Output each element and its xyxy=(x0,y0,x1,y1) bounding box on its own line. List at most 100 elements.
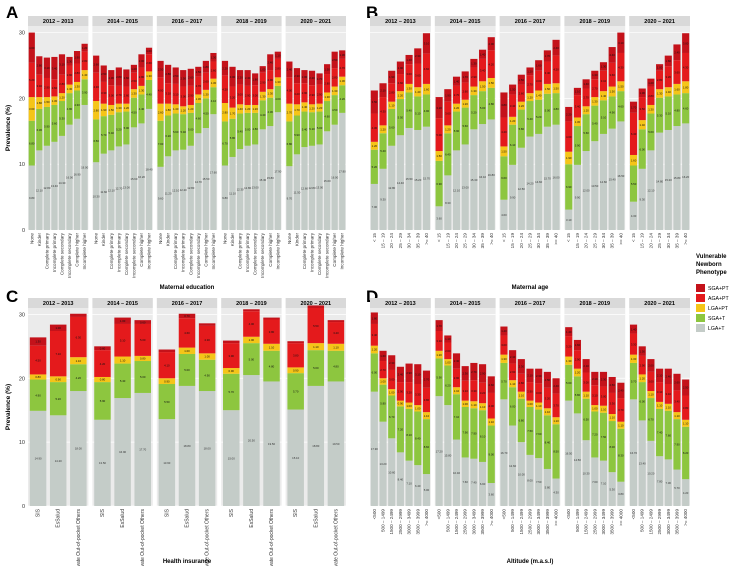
bar-segment-lga-t xyxy=(29,410,47,506)
bar-segment-aga-pt xyxy=(51,79,58,97)
bar-segment-sga-pt xyxy=(327,320,345,323)
data-label: 1.20 xyxy=(309,106,315,110)
bar-segment-sga-t xyxy=(444,365,452,406)
data-label: 1.30 xyxy=(131,92,137,96)
data-label: 2.50 xyxy=(131,79,137,83)
bar-segment-lga-t xyxy=(487,483,495,506)
bar-segment-sga-pt xyxy=(638,88,646,98)
facet-strip xyxy=(370,16,431,26)
data-label: 2.90 xyxy=(245,94,251,98)
data-label: 1.50 xyxy=(609,90,615,94)
data-label: 4.20 xyxy=(683,491,689,495)
bar-segment-lga-t xyxy=(70,391,87,506)
data-label: 6.20 xyxy=(165,134,171,138)
bar-segment-lga-pt xyxy=(565,356,573,365)
bar-segment-sga-t xyxy=(422,419,431,475)
facet: 2018 – 2019 3.10 6.90 1.90 4.60 2.20 < 15 9.90 5… xyxy=(564,16,626,248)
bar-segment-sga-t xyxy=(405,92,413,128)
data-label: 15.80 xyxy=(267,176,274,180)
x-tick-label: >= 4000 xyxy=(424,509,429,526)
bar-segment-lga-t xyxy=(582,440,590,506)
bar-segment-sga-pt xyxy=(81,43,88,52)
data-label: 5.00 xyxy=(317,126,323,130)
bar-segment-sga-pt xyxy=(452,353,461,369)
bar-segment-lga-t xyxy=(316,144,323,230)
data-label: 2.80 xyxy=(116,75,122,79)
bar-segment-aga-pt xyxy=(100,81,107,104)
facet-strip xyxy=(499,16,561,26)
bar-segment-aga-pt xyxy=(301,83,308,103)
data-label: 2.60 xyxy=(211,68,217,72)
facet-strip xyxy=(499,298,561,308)
data-label: 1.10 xyxy=(683,421,689,425)
data-label: 2.80 xyxy=(139,75,145,79)
data-label: 5.00 xyxy=(124,126,130,130)
data-label: 2.70 xyxy=(380,368,386,372)
bar-segment-lga-t xyxy=(178,385,196,506)
data-label: 0.90 xyxy=(55,377,61,381)
x-tick-label: 35 – 39 xyxy=(415,233,420,249)
bar-segment-aga-pt xyxy=(664,66,672,88)
data-label: 3.50 xyxy=(372,100,378,104)
bar-segment-aga-pt xyxy=(509,94,517,117)
bar-segment-aga-pt xyxy=(244,85,251,105)
bar-segment-lga-t xyxy=(115,146,122,230)
x-tick-label: 1500 – 2499 xyxy=(389,509,394,535)
data-label: 2.60 xyxy=(445,349,451,353)
data-label: 1.30 xyxy=(657,92,663,96)
data-label: 14.60 xyxy=(600,180,607,184)
data-label: 2.60 xyxy=(519,91,525,95)
data-label: 5.70 xyxy=(501,379,507,383)
bar-segment-sga-pt xyxy=(138,54,145,68)
data-label: 1.00 xyxy=(204,355,210,359)
x-tick-label: 15 – 19 xyxy=(381,233,386,249)
data-label: 2.90 xyxy=(44,86,50,90)
bar-segment-aga-pt xyxy=(452,85,461,104)
data-label: 13.00 xyxy=(123,185,130,189)
data-label: 3.00 xyxy=(648,380,654,384)
data-label: 1.20 xyxy=(583,108,589,112)
bar-segment-aga-pt xyxy=(66,65,73,85)
bar-segment-sga-pt xyxy=(108,70,115,86)
bar-segment-sga-pt xyxy=(509,350,517,364)
x-tick-label: 25 – 29 xyxy=(398,233,403,249)
x-tick-label: <500 xyxy=(566,509,571,520)
x-tick-label: 500 – 1499 xyxy=(640,509,645,532)
data-label: 5.40 xyxy=(237,129,243,133)
data-label: 2.50 xyxy=(545,378,551,382)
data-label: 4.90 xyxy=(609,111,615,115)
data-label: 1.50 xyxy=(109,108,115,112)
bar-segment-lga-t xyxy=(114,398,131,506)
bar-segment-sga-t xyxy=(617,428,625,482)
bar-segment-lga-t xyxy=(435,206,443,230)
x-tick-label: 1500 – 2499 xyxy=(454,509,459,535)
data-label: 1.20 xyxy=(640,376,646,380)
bar-segment-sga-pt xyxy=(617,382,625,399)
bar-segment-lga-t xyxy=(49,415,67,506)
data-label: 1.20 xyxy=(454,106,460,110)
data-label: 1.20 xyxy=(180,108,186,112)
data-label: 2.10 xyxy=(510,355,516,359)
bar-segment-lga-pt xyxy=(673,412,681,420)
x-tick-label: 25 – 29 xyxy=(528,233,533,249)
bar-segment-sga-t xyxy=(94,382,111,420)
data-label: 4.60 xyxy=(618,104,624,108)
bar-segment-sga-t xyxy=(452,394,461,440)
x-tick-label: 1500 – 2499 xyxy=(519,509,524,535)
data-label: 1.30 xyxy=(52,99,58,103)
bar-segment-lga-pt xyxy=(134,355,151,362)
x-tick-label: >= 4000 xyxy=(554,509,559,526)
bar-segment-sga-t xyxy=(461,107,469,145)
bar-segment-lga-t xyxy=(100,153,107,230)
data-label: 1.80 xyxy=(165,108,171,112)
bar-segment-sga-pt xyxy=(43,57,50,78)
bar-segment-sga-t xyxy=(331,95,338,125)
data-label: 1.40 xyxy=(480,52,486,56)
data-label: 4.20 xyxy=(76,376,82,380)
bar-segment-sga-pt xyxy=(487,376,495,393)
data-label: 1.10 xyxy=(269,345,275,349)
bar-segment-lga-pt xyxy=(202,89,209,99)
data-label: 4.80 xyxy=(269,364,275,368)
bar-segment-sga-t xyxy=(422,94,431,127)
facet-title: 2020 – 2021 xyxy=(301,19,332,25)
